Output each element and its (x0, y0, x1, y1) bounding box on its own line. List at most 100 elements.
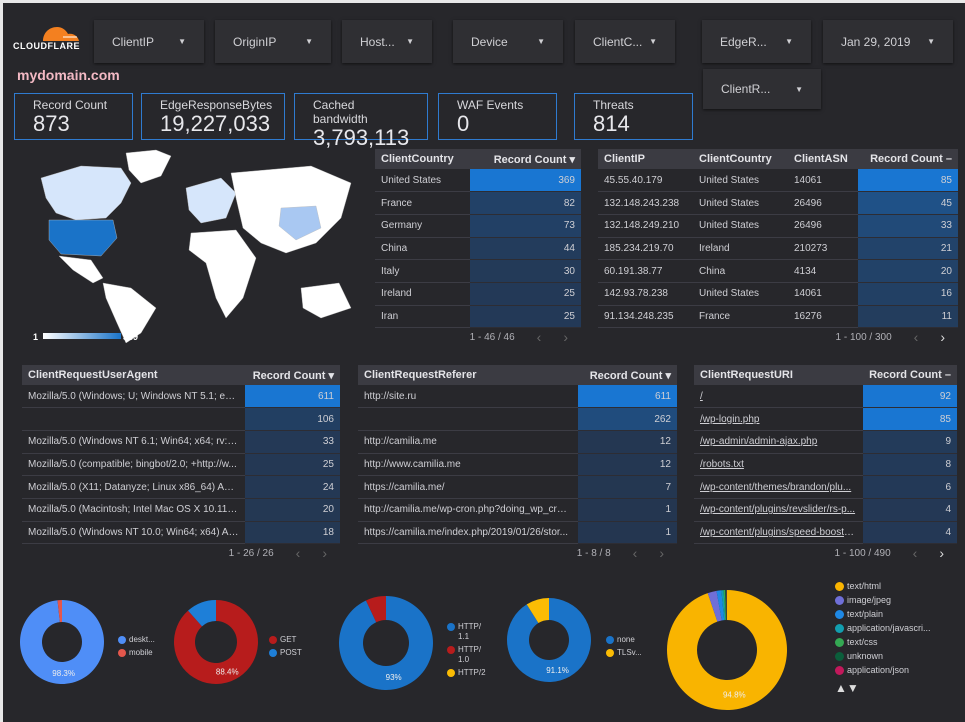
legend-item[interactable]: deskt... (118, 635, 155, 645)
uri-link[interactable]: /robots.txt (700, 458, 744, 470)
donut-slice[interactable] (339, 596, 433, 691)
legend-item[interactable]: text/html (835, 581, 931, 591)
uri-link[interactable]: /wp-login.php (700, 413, 760, 425)
uri-link[interactable]: /wp-content/themes/brandon/plu... (700, 481, 852, 493)
donut-slice[interactable] (526, 598, 549, 624)
column-header[interactable]: ClientRequestURI (694, 365, 863, 385)
uri-link[interactable]: /wp-admin/admin-ajax.php (700, 436, 818, 448)
legend-item[interactable]: none (606, 635, 642, 645)
table-row[interactable]: 60.191.38.77 China 4134 20 (598, 259, 958, 283)
column-header[interactable]: Record Count – (858, 149, 958, 169)
table-row[interactable]: /wp-content/themes/brandon/plu... 6 (694, 475, 957, 499)
donut-slice[interactable] (173, 600, 258, 684)
table-row[interactable]: Germany 73 (375, 214, 581, 238)
column-header[interactable]: ClientASN (788, 149, 858, 169)
column-header[interactable]: ClientRequestReferer (358, 365, 578, 385)
table-row[interactable]: /wp-admin/admin-ajax.php 9 (694, 430, 957, 454)
uri-link[interactable]: / (700, 390, 703, 402)
donut-slice[interactable] (716, 590, 725, 621)
table-row[interactable]: https://camilia.me/7 (358, 475, 677, 499)
table-row[interactable]: http://site.ru 611 (358, 385, 677, 409)
table-row[interactable]: 106 (22, 407, 340, 431)
table-row[interactable]: 45.55.40.179 United States 14061 85 (598, 169, 958, 193)
donut-slice[interactable] (666, 590, 787, 710)
uri-link[interactable]: /wp-content/plugins/speed-booste... (700, 526, 858, 538)
column-header[interactable]: ClientCountry (375, 149, 470, 169)
table-row[interactable]: Mozilla/5.0 (Windows NT 6.1; Win64; x64;… (22, 430, 340, 454)
filter-device[interactable]: Device ▼ (453, 20, 563, 63)
uri-link[interactable]: /wp-content/plugins/revslider/rs-p... (700, 504, 856, 516)
date-range-picker[interactable]: Jan 29, 2019 ▼ (823, 20, 953, 63)
next-page-button[interactable]: › (563, 329, 568, 345)
next-page-button[interactable]: › (659, 545, 664, 561)
prev-page-button[interactable]: ‹ (913, 329, 919, 345)
table-row[interactable]: /robots.txt 8 (694, 453, 957, 477)
column-header[interactable]: Record Count – (863, 365, 957, 385)
legend-pager-arrows[interactable]: ▲▼ (835, 681, 859, 695)
table-row[interactable]: 262 (358, 407, 677, 431)
next-page-button[interactable]: › (322, 545, 327, 561)
prev-page-button[interactable]: ‹ (536, 329, 542, 345)
table-row[interactable]: http://camilia.me 12 (358, 430, 677, 454)
table-row[interactable]: Mozilla/5.0 (Windows; U; Windows NT 5.1;… (22, 385, 340, 409)
table-row[interactable]: Mozilla/5.0 (compatible; bingbot/2.0; +h… (22, 453, 340, 477)
column-header[interactable]: ClientIP (598, 149, 693, 169)
next-page-button[interactable]: › (939, 545, 944, 561)
legend-item[interactable]: unknown (835, 651, 931, 661)
legend-item[interactable]: POST (269, 648, 302, 658)
donut-slice[interactable] (723, 590, 727, 621)
legend-item[interactable]: text/css (835, 637, 931, 647)
table-row[interactable]: https://camilia.me/index.php/2019/01/26/… (358, 521, 677, 545)
next-page-button[interactable]: › (940, 329, 945, 345)
legend-item[interactable]: application/json (835, 665, 931, 675)
donut-slice[interactable] (57, 600, 62, 623)
filter-clientip[interactable]: ClientIP ▼ (94, 20, 204, 63)
table-row[interactable]: /wp-content/plugins/speed-booste... 4 (694, 521, 957, 545)
column-header[interactable]: Record Count ▾ (470, 149, 581, 169)
legend-item[interactable]: image/jpeg (835, 595, 931, 605)
donut-slice[interactable] (721, 590, 726, 621)
prev-page-button[interactable]: ‹ (632, 545, 638, 561)
filter-host[interactable]: Host... ▼ (342, 20, 432, 63)
table-row[interactable]: http://camilia.me/wp-cron.php?doing_wp_c… (358, 498, 677, 522)
column-header[interactable]: Record Count ▾ (245, 365, 340, 385)
table-row[interactable]: Mozilla/5.0 (Windows NT 10.0; Win64; x64… (22, 521, 340, 545)
donut-slice[interactable] (188, 600, 216, 627)
table-row[interactable]: 132.148.249.210 United States 26496 33 (598, 214, 958, 238)
legend-item[interactable]: HTTP/ 1.1 (447, 622, 481, 642)
table-row[interactable]: France 82 (375, 191, 581, 215)
world-map[interactable]: 1 369 (21, 148, 356, 343)
table-row[interactable]: Mozilla/5.0 (X11; Datanyze; Linux x86_64… (22, 475, 340, 499)
table-row[interactable]: Ireland 25 (375, 282, 581, 306)
prev-page-button[interactable]: ‹ (912, 545, 918, 561)
table-row[interactable]: Iran 25 (375, 305, 581, 329)
filter-originip[interactable]: OriginIP ▼ (215, 20, 331, 63)
table-row[interactable]: / 92 (694, 385, 957, 409)
legend-item[interactable]: GET (269, 635, 302, 645)
legend-item[interactable]: mobile (118, 648, 155, 658)
filter-clientcountry[interactable]: ClientC... ▼ (575, 20, 675, 63)
column-header[interactable]: ClientCountry (693, 149, 788, 169)
table-row[interactable]: 142.93.78.238 United States 14061 16 (598, 282, 958, 306)
donut-slice[interactable] (365, 596, 386, 623)
donut-slice[interactable] (725, 590, 727, 621)
donut-slice[interactable] (707, 590, 722, 622)
donut-slice[interactable] (507, 598, 592, 683)
column-header[interactable]: ClientRequestUserAgent (22, 365, 245, 385)
table-row[interactable]: /wp-content/plugins/revslider/rs-p... 4 (694, 498, 957, 522)
legend-item[interactable]: TLSv... (606, 648, 642, 658)
legend-item[interactable]: application/javascri... (835, 623, 931, 633)
prev-page-button[interactable]: ‹ (295, 545, 301, 561)
filter-edger[interactable]: EdgeR... ▼ (702, 20, 811, 63)
table-row[interactable]: Mozilla/5.0 (Macintosh; Intel Mac OS X 1… (22, 498, 340, 522)
table-row[interactable]: 132.148.243.238 United States 26496 45 (598, 191, 958, 215)
table-row[interactable]: 185.234.219.70 Ireland 210273 21 (598, 237, 958, 261)
table-row[interactable]: China 44 (375, 237, 581, 261)
filter-clientr[interactable]: ClientR... ▼ (703, 69, 821, 109)
legend-item[interactable]: HTTP/ 1.0 (447, 645, 481, 665)
column-header[interactable]: Record Count ▾ (578, 365, 677, 385)
table-row[interactable]: 91.134.248.235 France 16276 11 (598, 305, 958, 329)
legend-item[interactable]: HTTP/2 (447, 668, 486, 678)
legend-item[interactable]: text/plain (835, 609, 931, 619)
table-row[interactable]: United States 369 (375, 169, 581, 193)
